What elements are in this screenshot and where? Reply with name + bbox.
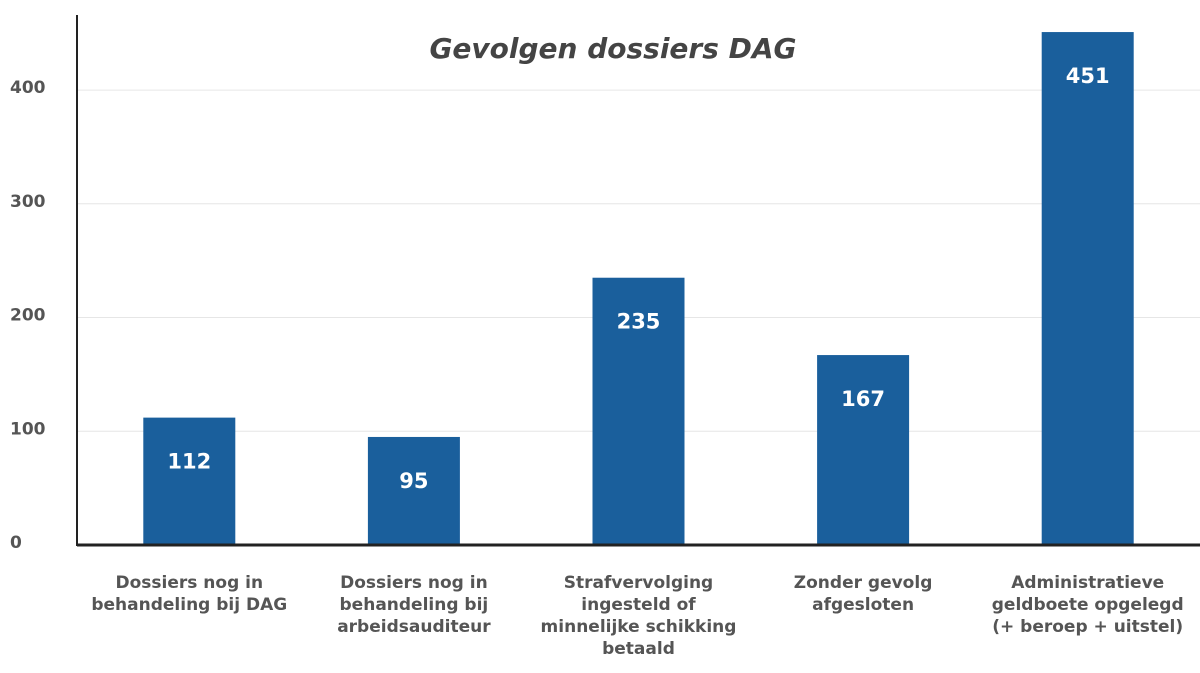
bar xyxy=(143,417,236,545)
data-label: 112 xyxy=(167,450,211,474)
y-tick-label: 400 xyxy=(10,78,46,98)
data-label: 167 xyxy=(841,387,885,411)
y-tick-label: 100 xyxy=(10,419,46,439)
data-label: 451 xyxy=(1066,64,1110,88)
data-label: 95 xyxy=(399,469,428,493)
x-tick-label: Dossiers nog in behandeling bij DAG xyxy=(91,573,287,615)
x-tick-label: Dossiers nog in behandeling bij arbeidsaud… xyxy=(337,573,491,637)
bar xyxy=(367,436,460,545)
bar xyxy=(1041,32,1134,546)
bar xyxy=(592,277,685,545)
data-label: 235 xyxy=(617,310,661,334)
x-tick-label: Strafvervolging ingesteld of minnelijke sc… xyxy=(541,573,737,659)
y-tick-label: 0 xyxy=(10,533,22,553)
y-tick-label: 200 xyxy=(10,306,46,326)
y-tick-label: 300 xyxy=(10,192,46,212)
chart-title: Gevolgen dossiers DAG xyxy=(429,32,796,65)
x-tick-label: Zonder gevolg afgesloten xyxy=(794,573,933,615)
bar xyxy=(817,355,910,545)
x-tick-label: Administratieve geldboete opgelegd (+ bero… xyxy=(992,573,1184,637)
